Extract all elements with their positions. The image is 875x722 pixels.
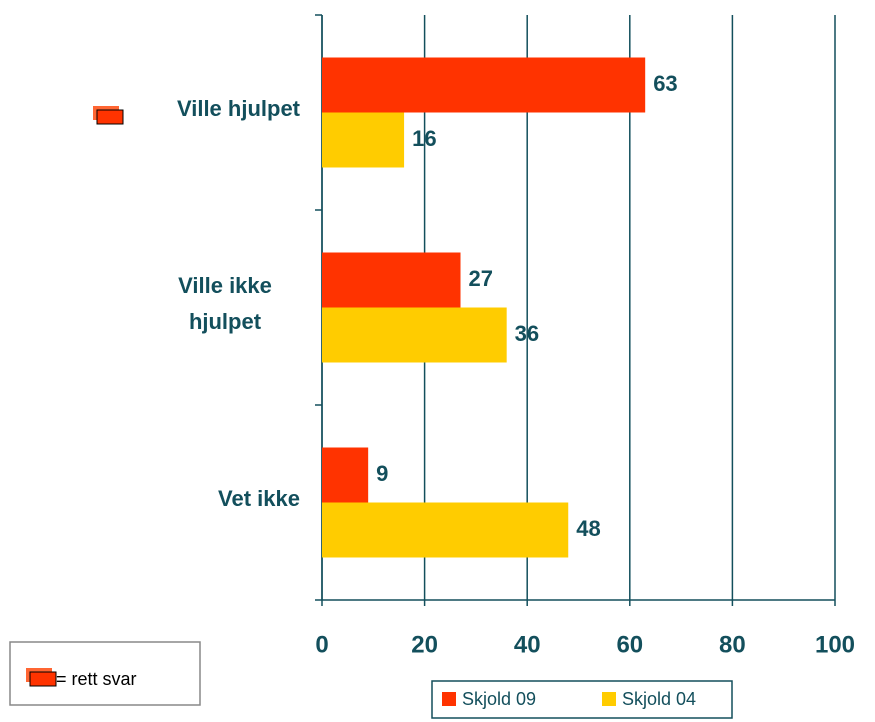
x-tick-label: 0: [315, 631, 328, 658]
y-tick-label: Ville ikke hjulpet: [150, 268, 300, 340]
bar: [322, 307, 507, 363]
legend: [431, 680, 733, 719]
x-tick-label: 20: [411, 631, 438, 658]
x-tick-label: 40: [514, 631, 541, 658]
category-text: Vet ikke: [218, 485, 300, 511]
legend-swatch: [442, 692, 456, 706]
value-label: 27: [469, 266, 493, 291]
bar: [322, 57, 646, 113]
note-text: = rett svar: [56, 669, 137, 689]
value-label: 36: [515, 321, 539, 346]
legend-label: Skjold 04: [622, 689, 696, 709]
category-text: Ville ikke hjulpet: [178, 272, 272, 334]
value-label: 16: [412, 126, 436, 151]
correct-icon: [96, 109, 124, 125]
bar: [322, 447, 369, 503]
legend-swatch: [602, 692, 616, 706]
value-label: 9: [376, 461, 388, 486]
x-tick-label: 60: [616, 631, 643, 658]
legend-label: Skjold 09: [462, 689, 536, 709]
bar: [322, 502, 569, 558]
y-tick-label: Vet ikke: [218, 481, 300, 517]
value-label: 48: [576, 516, 600, 541]
x-tick-label: 80: [719, 631, 746, 658]
bar: [322, 252, 461, 308]
value-label: 63: [653, 71, 677, 96]
x-tick-label: 100: [815, 631, 855, 658]
bar: [322, 112, 405, 168]
note-icon: [29, 671, 57, 687]
y-tick-label: Ville hjulpet: [177, 91, 300, 127]
category-text: Ville hjulpet: [176, 95, 300, 121]
